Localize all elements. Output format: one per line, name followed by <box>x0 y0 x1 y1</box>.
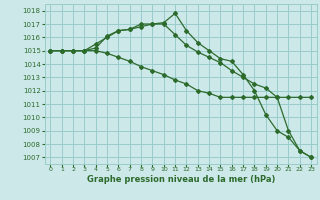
X-axis label: Graphe pression niveau de la mer (hPa): Graphe pression niveau de la mer (hPa) <box>87 175 275 184</box>
